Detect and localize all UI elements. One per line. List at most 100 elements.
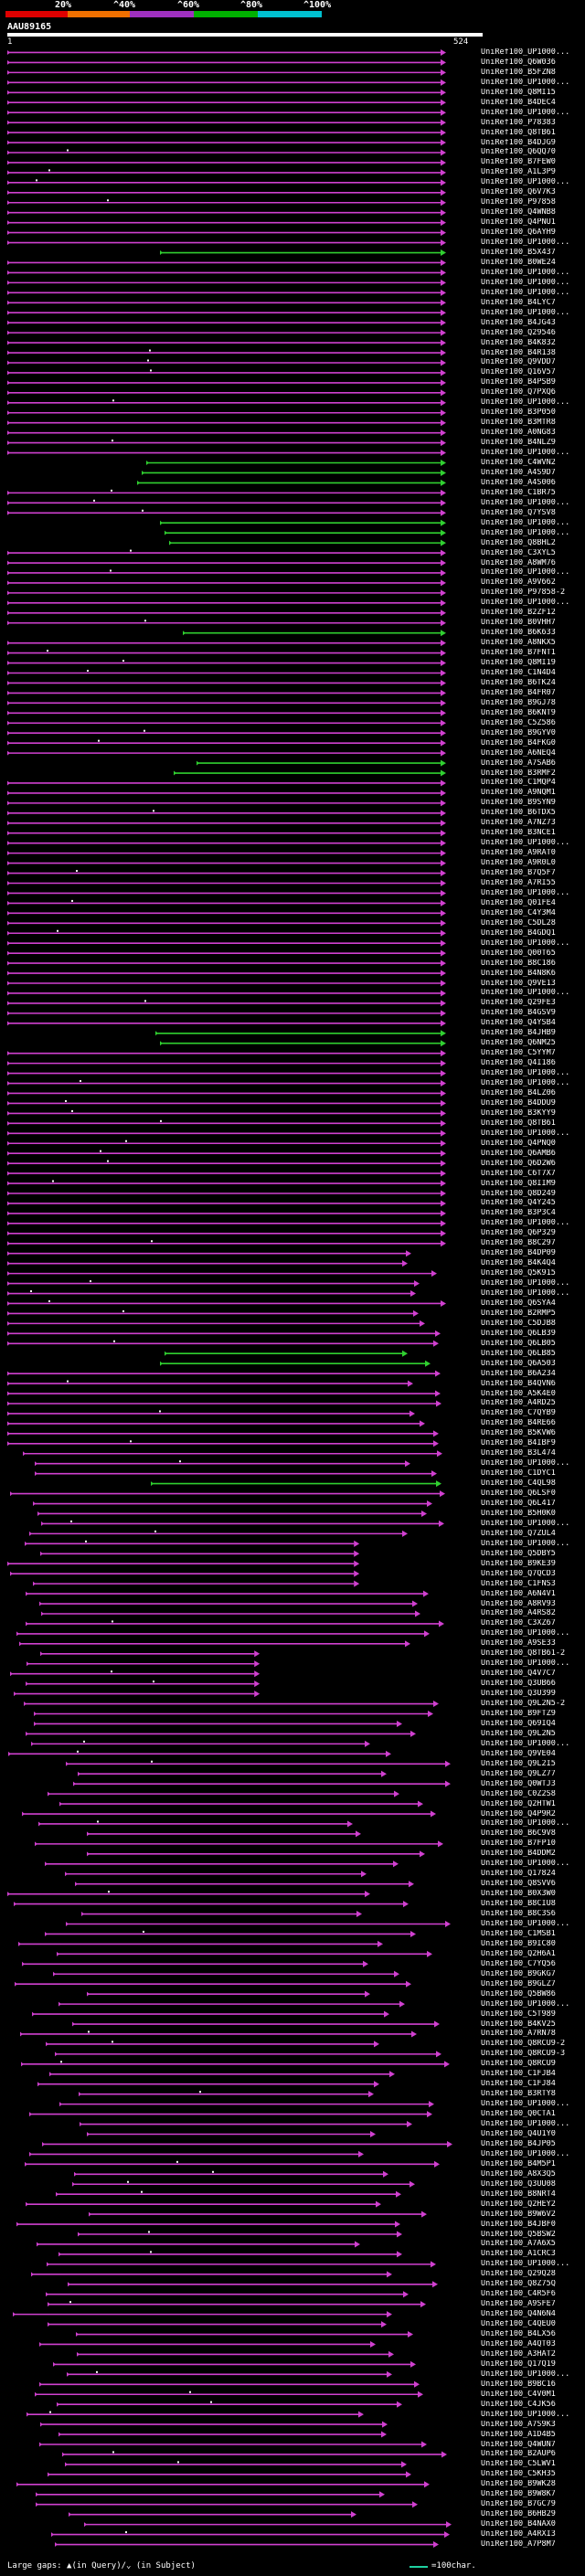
hit-label[interactable]: UniRef100_C1BR75: [481, 488, 556, 497]
hit-label[interactable]: UniRef100_UP1000...: [481, 1069, 570, 1078]
hit-label[interactable]: UniRef100_B9KE39: [481, 1559, 556, 1568]
hit-label[interactable]: UniRef100_Q7YSV8: [481, 508, 556, 517]
hit-label[interactable]: UniRef100_A9NQM1: [481, 789, 556, 798]
hit-label[interactable]: UniRef100_B4JG43: [481, 318, 556, 327]
hit-label[interactable]: UniRef100_Q9L2I5: [481, 1759, 556, 1768]
hit-label[interactable]: UniRef100_B9SYN9: [481, 799, 556, 808]
hit-label[interactable]: UniRef100_A7NZ73: [481, 819, 556, 828]
hit-label[interactable]: UniRef100_B6C9V8: [481, 1829, 556, 1839]
hit-label[interactable]: UniRef100_B3MTR8: [481, 419, 556, 428]
hit-label[interactable]: UniRef100_Q2H6A1: [481, 1949, 556, 1958]
hit-label[interactable]: UniRef100_Q4Y245: [481, 1199, 556, 1208]
hit-label[interactable]: UniRef100_B5FZN8: [481, 68, 556, 77]
hit-label[interactable]: UniRef100_B2RMP5: [481, 1309, 556, 1318]
hit-label[interactable]: UniRef100_Q9VDD7: [481, 358, 556, 367]
hit-label[interactable]: UniRef100_B4GSV9: [481, 1009, 556, 1018]
hit-label[interactable]: UniRef100_Q0WTJ3: [481, 1779, 556, 1788]
hit-label[interactable]: UniRef100_B5KVW6: [481, 1429, 556, 1438]
hit-label[interactable]: UniRef100_B8CIU8: [481, 1900, 556, 1909]
hit-label[interactable]: UniRef100_A8X3Q5: [481, 2169, 556, 2178]
hit-label[interactable]: UniRef100_C5YYM7: [481, 1049, 556, 1058]
hit-label[interactable]: UniRef100_A9RAT0: [481, 849, 556, 858]
hit-label[interactable]: UniRef100_Q8BHL2: [481, 538, 556, 547]
hit-label[interactable]: UniRef100_UP1000...: [481, 599, 570, 608]
hit-label[interactable]: UniRef100_Q9LZ77: [481, 1769, 556, 1778]
hit-label[interactable]: UniRef100_Q6P329: [481, 1229, 556, 1238]
hit-label[interactable]: UniRef100_B4DDM2: [481, 1850, 556, 1859]
hit-label[interactable]: UniRef100_C1FNS3: [481, 1579, 556, 1588]
hit-label[interactable]: UniRef100_Q29546: [481, 328, 556, 337]
hit-label[interactable]: UniRef100_B4DJG9: [481, 138, 556, 147]
hit-label[interactable]: UniRef100_B3RMF2: [481, 769, 556, 778]
hit-label[interactable]: UniRef100_Q6V7K3: [481, 188, 556, 197]
hit-label[interactable]: UniRef100_A7P8M7: [481, 2540, 556, 2549]
hit-label[interactable]: UniRef100_Q4I186: [481, 1059, 556, 1068]
hit-label[interactable]: UniRef100_A0NG83: [481, 429, 556, 438]
hit-label[interactable]: UniRef100_Q6LB05: [481, 1339, 556, 1348]
hit-label[interactable]: UniRef100_UP1000...: [481, 839, 570, 848]
hit-label[interactable]: UniRef100_C3XZ67: [481, 1619, 556, 1628]
hit-label[interactable]: UniRef100_Q6L417: [481, 1500, 556, 1509]
hit-label[interactable]: UniRef100_UP1000...: [481, 78, 570, 87]
hit-label[interactable]: UniRef100_C1DYC1: [481, 1469, 556, 1479]
hit-label[interactable]: UniRef100_B4DP09: [481, 1249, 556, 1258]
hit-label[interactable]: UniRef100_Q4WNB8: [481, 208, 556, 217]
hit-label[interactable]: UniRef100_Q6SYA4: [481, 1299, 556, 1308]
hit-label[interactable]: UniRef100_B4JP05: [481, 2139, 556, 2148]
hit-label[interactable]: UniRef100_B6TK24: [481, 678, 556, 687]
hit-label[interactable]: UniRef100_C4JK56: [481, 2400, 556, 2409]
hit-label[interactable]: UniRef100_B3L474: [481, 1449, 556, 1458]
hit-label[interactable]: UniRef100_A7SAB6: [481, 758, 556, 768]
hit-label[interactable]: UniRef100_A7RI55: [481, 878, 556, 887]
hit-label[interactable]: UniRef100_B4QVN6: [481, 1379, 556, 1388]
hit-label[interactable]: UniRef100_Q9VE04: [481, 1749, 556, 1758]
hit-label[interactable]: UniRef100_Q7PXQ6: [481, 388, 556, 398]
hit-label[interactable]: UniRef100_B6HB29: [481, 2510, 556, 2519]
hit-label[interactable]: UniRef100_P97858: [481, 198, 556, 207]
hit-label[interactable]: UniRef100_Q8IIM9: [481, 1179, 556, 1188]
hit-label[interactable]: UniRef100_B4M5P1: [481, 2159, 556, 2168]
hit-label[interactable]: UniRef100_A1L3P9: [481, 168, 556, 177]
hit-label[interactable]: UniRef100_B9GKG7: [481, 1969, 556, 1978]
hit-label[interactable]: UniRef100_UP1000...: [481, 108, 570, 117]
hit-label[interactable]: UniRef100_Q8TB61-2: [481, 1649, 566, 1659]
hit-label[interactable]: UniRef100_B4FR07: [481, 688, 556, 697]
hit-label[interactable]: UniRef100_Q8MI15: [481, 88, 556, 97]
hit-label[interactable]: UniRef100_A9V662: [481, 578, 556, 588]
hit-label[interactable]: UniRef100_B4IBF9: [481, 1439, 556, 1448]
hit-label[interactable]: UniRef100_Q6D2W6: [481, 1159, 556, 1168]
hit-label[interactable]: UniRef100_Q29Q28: [481, 2270, 556, 2279]
hit-label[interactable]: UniRef100_B7Q5F7: [481, 869, 556, 878]
hit-label[interactable]: UniRef100_B4LX56: [481, 2330, 556, 2339]
hit-label[interactable]: UniRef100_A1CRC3: [481, 2250, 556, 2259]
hit-label[interactable]: UniRef100_C4R5F6: [481, 2290, 556, 2299]
hit-label[interactable]: UniRef100_Q6LB39: [481, 1329, 556, 1338]
hit-label[interactable]: UniRef100_B2ZF12: [481, 609, 556, 618]
hit-label[interactable]: UniRef100_Q5BSW2: [481, 2230, 556, 2239]
hit-label[interactable]: UniRef100_UP1000...: [481, 178, 570, 187]
hit-label[interactable]: UniRef100_B9W6V2: [481, 2210, 556, 2219]
hit-label[interactable]: UniRef100_A4RD25: [481, 1399, 556, 1408]
hit-label[interactable]: UniRef100_UP1000...: [481, 2149, 570, 2158]
hit-label[interactable]: UniRef100_A9SE33: [481, 1639, 556, 1648]
hit-label[interactable]: UniRef100_Q01FE4: [481, 898, 556, 907]
hit-label[interactable]: UniRef100_B6A234: [481, 1369, 556, 1378]
hit-label[interactable]: UniRef100_B3P050: [481, 408, 556, 418]
hit-label[interactable]: UniRef100_C3XYL5: [481, 548, 556, 557]
hit-label[interactable]: UniRef100_B9BC16: [481, 2380, 556, 2389]
hit-label[interactable]: UniRef100_UP1000...: [481, 1219, 570, 1228]
hit-label[interactable]: UniRef100_B8C186: [481, 959, 556, 968]
hit-label[interactable]: UniRef100_Q4WUN7: [481, 2440, 556, 2449]
hit-label[interactable]: UniRef100_UP1000...: [481, 288, 570, 297]
hit-label[interactable]: UniRef100_B9WK28: [481, 2480, 556, 2489]
hit-label[interactable]: UniRef100_B7FEW0: [481, 158, 556, 167]
hit-label[interactable]: UniRef100_Q8SVV6: [481, 1880, 556, 1889]
hit-label[interactable]: UniRef100_P97858-2: [481, 588, 566, 598]
hit-label[interactable]: UniRef100_Q5DBY5: [481, 1549, 556, 1558]
hit-label[interactable]: UniRef100_Q8MI19: [481, 659, 556, 668]
hit-label[interactable]: UniRef100_UP1000...: [481, 48, 570, 57]
hit-label[interactable]: UniRef100_B4K4Q4: [481, 1259, 556, 1268]
hit-label[interactable]: UniRef100_B6K633: [481, 629, 556, 638]
hit-label[interactable]: UniRef100_P78383: [481, 118, 556, 127]
hit-label[interactable]: UniRef100_UP1000...: [481, 1629, 570, 1638]
